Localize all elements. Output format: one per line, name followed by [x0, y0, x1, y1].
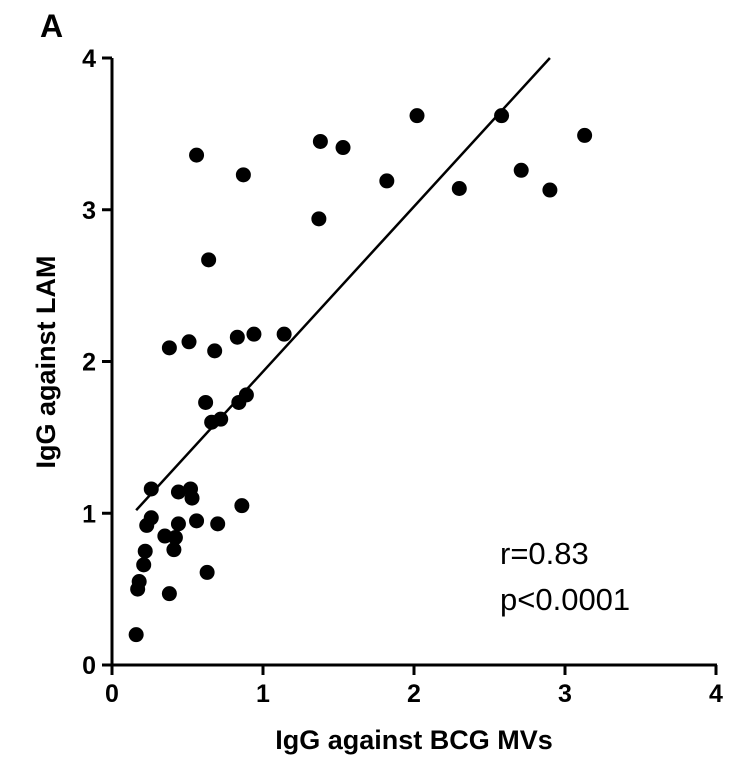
- regression-line: [135, 57, 551, 512]
- panel-label: A: [40, 8, 64, 44]
- data-point: [131, 574, 147, 590]
- data-point: [238, 387, 254, 403]
- x-tick-label: 2: [407, 680, 421, 708]
- data-point: [170, 484, 186, 500]
- data-point: [189, 513, 205, 529]
- data-point: [451, 181, 467, 197]
- y-tick-label: 2: [82, 349, 96, 377]
- data-point: [143, 481, 159, 497]
- data-point: [181, 334, 197, 350]
- data-point: [199, 564, 215, 580]
- data-point: [128, 627, 144, 643]
- y-tick-label: 3: [82, 197, 96, 225]
- data-point: [166, 542, 182, 558]
- data-points: [128, 108, 593, 643]
- x-tick-label: 3: [558, 680, 572, 708]
- y-tick-label: 4: [82, 45, 96, 73]
- p-value: p<0.0001: [500, 582, 631, 617]
- correlation-r-value: r=0.83: [500, 536, 589, 571]
- data-point: [379, 173, 395, 189]
- data-point: [161, 586, 177, 602]
- regression-line-group: [135, 57, 551, 512]
- data-point: [210, 516, 226, 532]
- data-point: [335, 140, 351, 156]
- x-tick-label: 0: [105, 680, 119, 708]
- data-point: [184, 490, 200, 506]
- data-point: [201, 252, 217, 268]
- data-point: [198, 394, 214, 410]
- axes: 0 1 2 3 4 0 1 2 3 4: [82, 45, 723, 708]
- data-point: [207, 343, 223, 359]
- data-point: [311, 211, 327, 227]
- data-point: [513, 162, 529, 178]
- data-point: [542, 182, 558, 198]
- data-point: [136, 557, 152, 573]
- x-tick-label: 4: [709, 680, 723, 708]
- data-point: [494, 108, 510, 124]
- y-axis-label: IgG against LAM: [31, 255, 61, 468]
- data-point: [137, 543, 153, 559]
- data-point: [246, 326, 262, 342]
- data-point: [234, 498, 250, 514]
- y-tick-label: 1: [82, 500, 96, 528]
- data-point: [235, 167, 251, 183]
- data-point: [213, 411, 229, 427]
- data-point: [143, 510, 159, 526]
- x-tick-label: 1: [256, 680, 270, 708]
- data-point: [229, 329, 245, 345]
- data-point: [276, 326, 292, 342]
- data-point: [312, 133, 328, 149]
- data-point: [577, 127, 593, 143]
- x-axis-label: IgG against BCG MVs: [275, 725, 553, 755]
- data-point: [409, 108, 425, 124]
- data-point: [167, 530, 183, 546]
- data-point: [170, 516, 186, 532]
- data-point: [189, 147, 205, 163]
- y-tick-label: 0: [82, 652, 96, 680]
- data-point: [161, 340, 177, 356]
